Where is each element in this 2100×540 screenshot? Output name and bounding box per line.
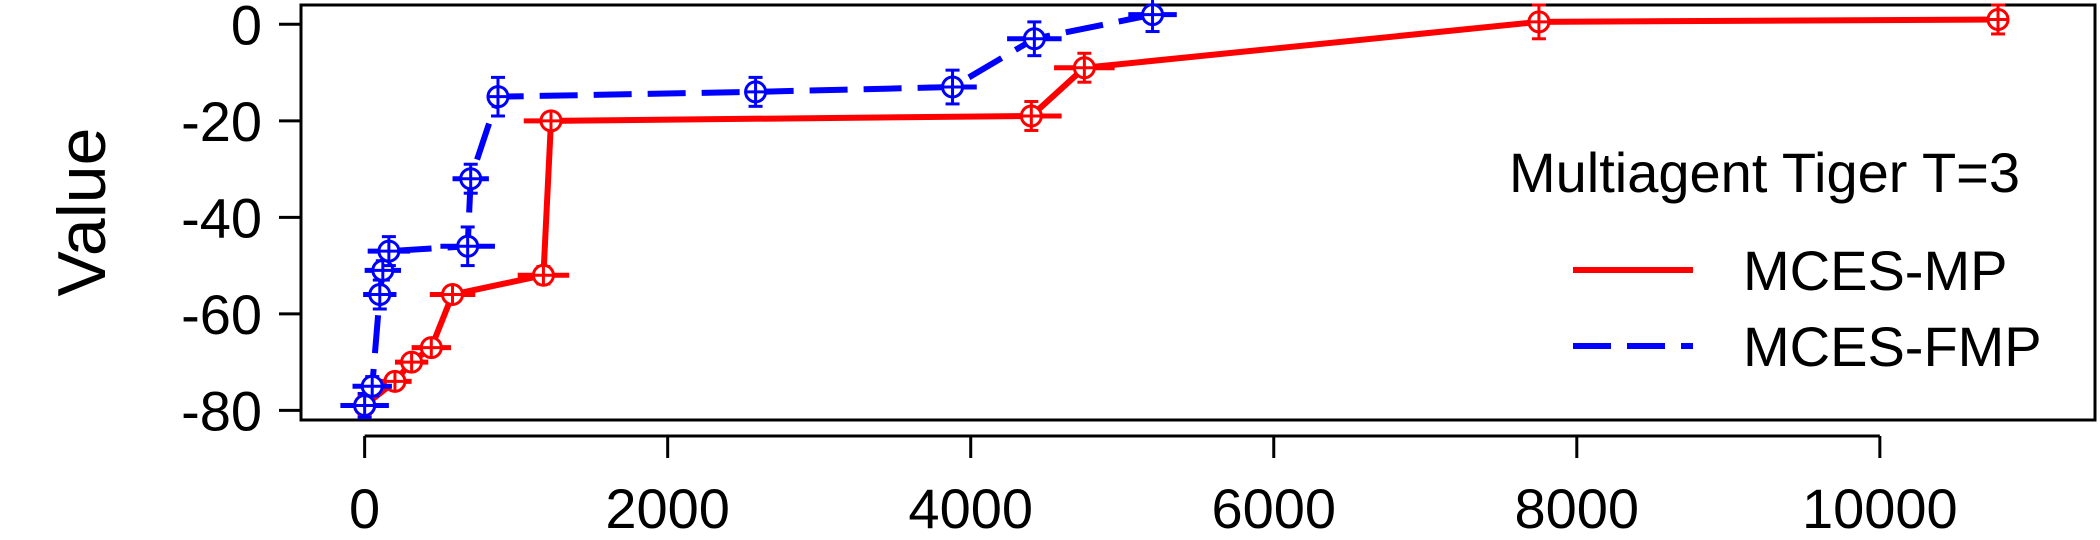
data-point xyxy=(1128,0,1177,34)
data-point xyxy=(1054,51,1115,84)
data-point xyxy=(517,263,570,287)
y-axis: 0 -20 -40 -60 -80 xyxy=(181,0,303,442)
x-tick-label: 8000 xyxy=(1515,477,1640,540)
x-axis: 0 2000 4000 6000 8000 10000 xyxy=(349,434,1958,540)
series-line-mces-fmp xyxy=(361,11,1154,407)
x-tick-label: 2000 xyxy=(605,477,730,540)
x-tick-label: 6000 xyxy=(1211,477,1336,540)
x-tick-label: 4000 xyxy=(908,477,1033,540)
data-point xyxy=(367,235,411,268)
data-point xyxy=(1527,3,1551,41)
legend-label-mces-fmp: MCES-FMP xyxy=(1743,315,2042,378)
data-point xyxy=(1986,3,2010,36)
x-tick-label: 0 xyxy=(349,477,380,540)
legend: Multiagent Tiger T=3 MCES-MP MCES-FMP xyxy=(1509,141,2042,378)
legend-title: Multiagent Tiger T=3 xyxy=(1509,141,2020,204)
data-point xyxy=(486,75,510,118)
data-point xyxy=(340,391,389,420)
data-point xyxy=(364,258,402,282)
data-point xyxy=(440,225,495,268)
data-point xyxy=(363,278,397,311)
series-mces-mp xyxy=(352,3,2010,418)
y-tick-label: 0 xyxy=(231,0,262,56)
data-point xyxy=(1001,100,1062,132)
y-tick-label: -20 xyxy=(181,90,262,153)
data-point xyxy=(928,68,977,106)
data-point xyxy=(744,75,768,108)
data-point xyxy=(523,109,579,133)
y-axis-title: Value xyxy=(44,128,120,297)
data-point xyxy=(411,336,452,360)
y-tick-label: -80 xyxy=(181,379,262,442)
data-point xyxy=(394,350,429,374)
legend-label-mces-mp: MCES-MP xyxy=(1743,239,2007,302)
series-layer xyxy=(340,0,2010,420)
data-point xyxy=(352,374,392,398)
series-mces-fmp xyxy=(340,0,1177,420)
data-point xyxy=(429,283,476,307)
data-point xyxy=(452,162,489,195)
y-tick-label: -40 xyxy=(181,186,262,249)
data-point xyxy=(1007,20,1062,58)
y-tick-label: -60 xyxy=(181,283,262,346)
x-tick-label: 10000 xyxy=(1802,477,1958,540)
